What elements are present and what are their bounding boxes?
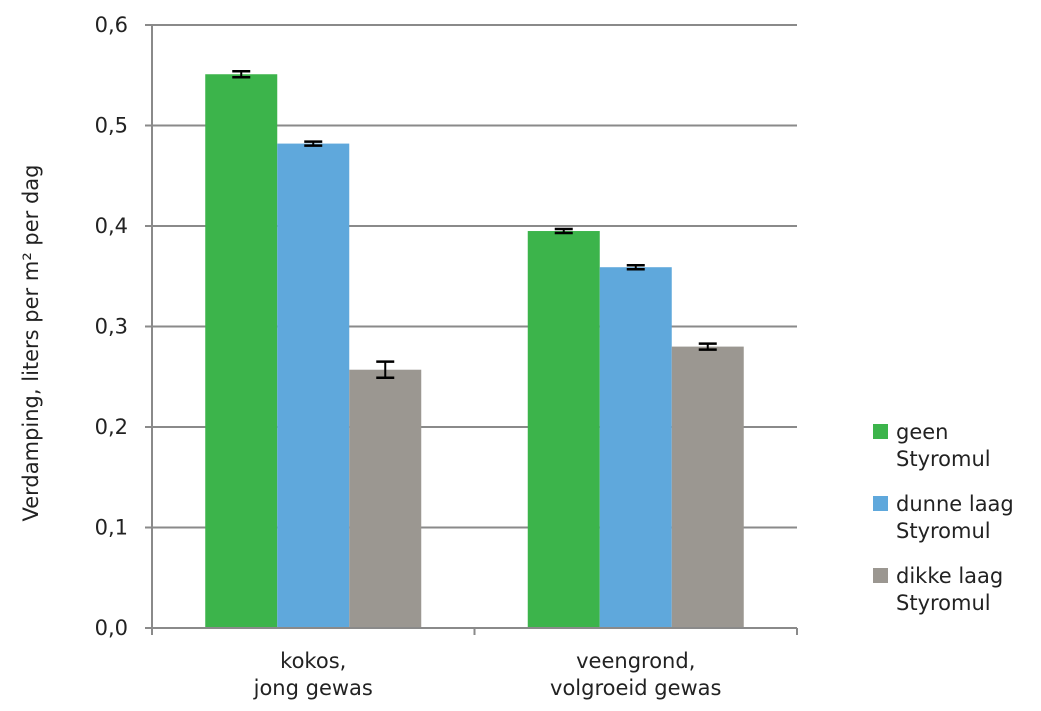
legend-swatch (873, 424, 888, 439)
y-tick-label: 0,0 (95, 616, 128, 640)
legend-label: dikke laag Styromul (896, 564, 1003, 615)
x-category-label: veengrond, volgroeid gewas (550, 649, 721, 700)
bars (205, 74, 744, 629)
bar (599, 267, 672, 628)
bar (277, 143, 350, 628)
error-bars (232, 69, 717, 380)
bar (349, 369, 422, 628)
bar (205, 74, 278, 629)
y-axis-title: Verdamping, liters per m² per dag (19, 165, 43, 522)
y-tick-label: 0,6 (95, 13, 128, 37)
y-tick-label: 0,1 (95, 516, 128, 540)
y-tick-label: 0,3 (95, 315, 128, 339)
y-tick-label: 0,4 (95, 214, 128, 238)
y-tick-label: 0,2 (95, 415, 128, 439)
y-tick-labels: 0,0 0,1 0,2 0,3 0,4 0,5 0,6 (95, 13, 128, 640)
legend-swatch (873, 568, 888, 583)
x-category-labels: kokos, jong gewas veengrond, volgroeid gewa… (253, 649, 722, 700)
legend-label: geen Styromul (896, 420, 991, 471)
axes (145, 24, 798, 635)
legend: geen Styromul dunne laag Styromul dikke laag… (873, 420, 1014, 615)
bar (527, 231, 600, 628)
bar (671, 346, 744, 628)
x-category-label: kokos, jong gewas (253, 649, 373, 700)
y-tick-label: 0,5 (95, 114, 128, 138)
legend-swatch (873, 496, 888, 511)
legend-label: dunne laag Styromul (896, 492, 1014, 543)
